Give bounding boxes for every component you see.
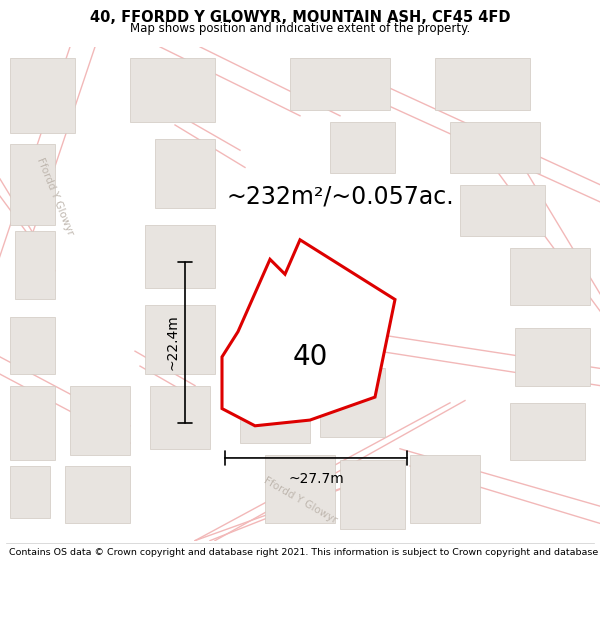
Polygon shape bbox=[510, 248, 590, 305]
Polygon shape bbox=[340, 460, 405, 529]
Polygon shape bbox=[290, 58, 390, 110]
Text: ~22.4m: ~22.4m bbox=[165, 314, 179, 371]
Polygon shape bbox=[435, 58, 530, 110]
Text: 40: 40 bbox=[292, 343, 328, 371]
Polygon shape bbox=[65, 466, 130, 523]
Text: Contains OS data © Crown copyright and database right 2021. This information is : Contains OS data © Crown copyright and d… bbox=[9, 548, 600, 558]
Polygon shape bbox=[410, 454, 480, 523]
Polygon shape bbox=[222, 240, 395, 426]
Polygon shape bbox=[330, 121, 395, 173]
Polygon shape bbox=[265, 454, 335, 523]
Polygon shape bbox=[450, 121, 540, 173]
Polygon shape bbox=[240, 357, 310, 443]
Polygon shape bbox=[515, 328, 590, 386]
Polygon shape bbox=[10, 386, 55, 460]
Polygon shape bbox=[320, 368, 385, 438]
Polygon shape bbox=[10, 58, 75, 133]
Polygon shape bbox=[150, 386, 210, 449]
Polygon shape bbox=[460, 184, 545, 236]
Polygon shape bbox=[10, 466, 50, 518]
Text: 40, FFORDD Y GLOWYR, MOUNTAIN ASH, CF45 4FD: 40, FFORDD Y GLOWYR, MOUNTAIN ASH, CF45 … bbox=[90, 10, 510, 25]
Text: Map shows position and indicative extent of the property.: Map shows position and indicative extent… bbox=[130, 22, 470, 35]
Polygon shape bbox=[130, 58, 215, 121]
Text: ~27.7m: ~27.7m bbox=[288, 472, 344, 486]
Polygon shape bbox=[155, 139, 215, 208]
Polygon shape bbox=[10, 144, 55, 225]
Text: ~232m²/~0.057ac.: ~232m²/~0.057ac. bbox=[226, 184, 454, 208]
Polygon shape bbox=[145, 225, 215, 288]
Polygon shape bbox=[70, 386, 130, 454]
Polygon shape bbox=[10, 317, 55, 374]
Polygon shape bbox=[145, 305, 215, 374]
Polygon shape bbox=[15, 231, 55, 299]
Polygon shape bbox=[510, 403, 585, 460]
Text: Ffordd Y Glowyr: Ffordd Y Glowyr bbox=[35, 156, 75, 236]
Text: Ffordd Y Glowyr: Ffordd Y Glowyr bbox=[262, 476, 338, 526]
